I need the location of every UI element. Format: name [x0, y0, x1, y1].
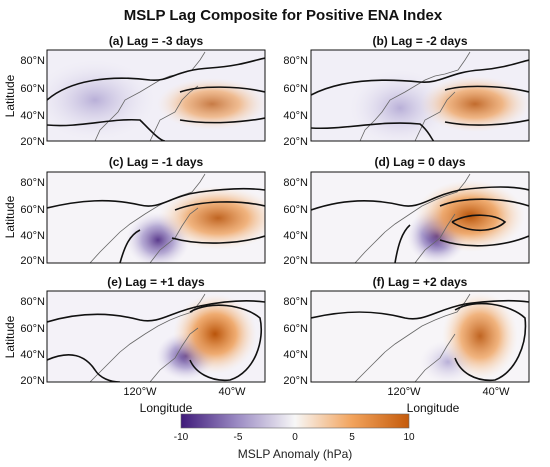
panel-b-frame	[310, 49, 530, 142]
panel-b-title: (b) Lag = -2 days	[372, 34, 467, 48]
panel-f-frame	[310, 290, 530, 383]
panel-e-zero-contour	[47, 300, 265, 382]
panel-e-high	[173, 294, 257, 374]
y-tick: 40°N	[283, 349, 308, 361]
x-axis-label-right: Longitude	[407, 401, 460, 415]
y-tick: 20°N	[283, 255, 308, 267]
x-ticks-left: 120°W 40°W	[123, 386, 246, 398]
colorbar-tick: 5	[349, 432, 355, 443]
y-tick: 20°N	[20, 255, 45, 267]
panel-d-contour-high	[439, 198, 529, 247]
panel-e: (e) Lag = +1 days	[46, 275, 266, 383]
panel-b-contour-high	[444, 85, 529, 126]
panel-d: (d) Lag = 0 days	[310, 155, 530, 264]
panel-d-zero-contour	[311, 186, 529, 263]
y-ticks-b: 80°N 60°N 40°N 20°N	[283, 55, 308, 148]
panel-c-contour-high	[171, 201, 265, 244]
panel-d-title: (d) Lag = 0 days	[374, 155, 465, 169]
panel-f-coastline	[354, 293, 471, 382]
y-tick: 40°N	[283, 110, 308, 122]
y-ticks-a: 80°N 60°N 40°N 20°N	[20, 55, 45, 148]
panel-c-title: (c) Lag = -1 days	[109, 155, 204, 169]
y-tick: 40°N	[20, 349, 45, 361]
panel-b-coastline	[359, 51, 471, 141]
panel-d-frame	[310, 171, 530, 264]
y-tick: 20°N	[20, 136, 45, 148]
x-tick: 40°W	[218, 386, 246, 398]
y-ticks-f: 80°N 60°N 40°N 20°N	[283, 296, 308, 387]
y-tick: 20°N	[20, 375, 45, 387]
panel-c-frame	[46, 171, 266, 264]
panel-e-title: (e) Lag = +1 days	[107, 275, 205, 289]
x-tick: 120°W	[123, 386, 157, 398]
y-ticks-d: 80°N 60°N 40°N 20°N	[283, 177, 308, 267]
y-tick: 60°N	[20, 323, 45, 335]
figure-title: MSLP Lag Composite for Positive ENA Inde…	[124, 7, 443, 24]
colorbar-label: MSLP Anomaly (hPa)	[238, 447, 353, 461]
panel-a-low	[47, 60, 155, 140]
panel-f-zero-contour	[311, 299, 529, 320]
y-tick: 60°N	[283, 83, 308, 95]
panel-a-contour-high	[179, 86, 265, 124]
y-tick: 20°N	[283, 375, 308, 387]
colorbar-tick: -5	[234, 432, 243, 443]
panel-b-high	[420, 76, 529, 132]
panel-c-coastline	[89, 173, 206, 263]
y-tick: 20°N	[283, 136, 308, 148]
panel-f-high	[442, 292, 518, 380]
panel-c: (c) Lag = -1 days	[46, 155, 266, 264]
y-tick: 80°N	[283, 55, 308, 67]
x-ticks-right: 120°W 40°W	[387, 386, 510, 398]
y-tick: 80°N	[20, 177, 45, 189]
y-ticks-c: 80°N 60°N 40°N 20°N	[20, 177, 45, 267]
x-tick: 120°W	[387, 386, 421, 398]
x-tick: 40°W	[482, 386, 510, 398]
panel-b: (b) Lag = -2 days	[310, 34, 530, 142]
y-axis-label-top: Latitude	[3, 74, 17, 117]
colorbar-tick: 0	[292, 432, 298, 443]
y-axis-label-middle: Latitude	[3, 195, 17, 238]
y-axis-label-bottom: Latitude	[3, 315, 17, 358]
panel-c-zero-contour	[47, 187, 265, 263]
panel-f: (f) Lag = +2 days	[310, 275, 530, 383]
panel-a-title: (a) Lag = -3 days	[109, 34, 204, 48]
colorbar-tick: -10	[174, 432, 189, 443]
panel-b-low	[350, 70, 450, 141]
colorbar-gradient	[180, 413, 410, 429]
y-tick: 80°N	[283, 296, 308, 308]
y-ticks-e: 80°N 60°N 40°N 20°N	[20, 296, 45, 387]
y-tick: 60°N	[283, 323, 308, 335]
y-tick: 40°N	[283, 230, 308, 242]
panel-e-contour-high	[189, 304, 262, 382]
panel-a: (a) Lag = -3 days	[46, 34, 266, 142]
y-tick: 60°N	[20, 83, 45, 95]
colorbar: -10 -5 0 5 10 MSLP Anomaly (hPa)	[174, 413, 415, 461]
panel-a-zero-contour	[47, 57, 265, 141]
panel-b-zero-contour	[311, 59, 529, 141]
panel-a-frame	[46, 49, 266, 142]
y-tick: 40°N	[20, 110, 45, 122]
panel-c-high	[158, 186, 265, 250]
panel-e-frame	[46, 290, 266, 383]
y-tick: 40°N	[20, 230, 45, 242]
y-tick: 60°N	[283, 204, 308, 216]
x-axis-label-left: Longitude	[140, 401, 193, 415]
y-tick: 80°N	[283, 177, 308, 189]
y-tick: 80°N	[20, 296, 45, 308]
y-tick: 60°N	[20, 204, 45, 216]
panel-f-title: (f) Lag = +2 days	[373, 275, 468, 289]
y-tick: 80°N	[20, 55, 45, 67]
colorbar-tick: 10	[403, 432, 415, 443]
panel-f-contour-high	[454, 302, 527, 382]
